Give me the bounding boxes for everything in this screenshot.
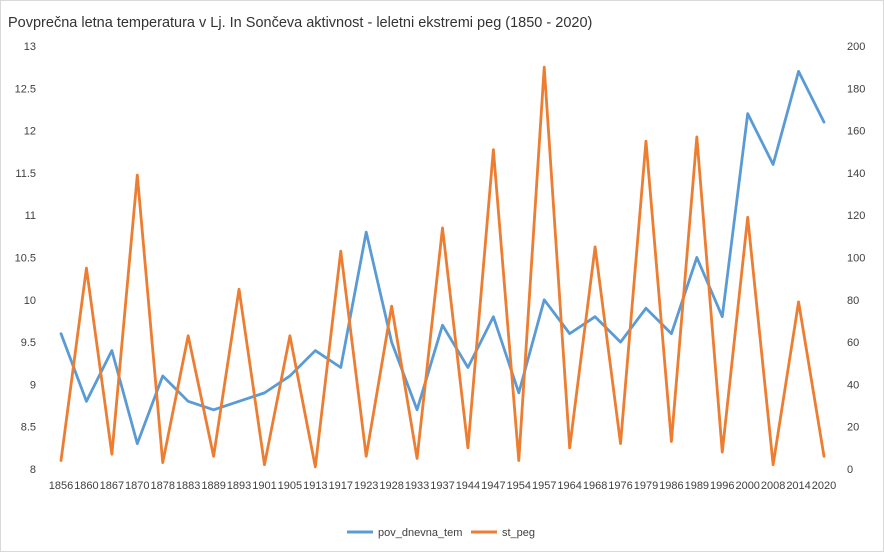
x-tick-label: 2020	[812, 480, 836, 492]
x-tick-label: 1889	[201, 480, 225, 492]
x-tick-label: 1893	[227, 480, 251, 492]
right-tick-label: 200	[847, 41, 865, 53]
x-tick-label: 1883	[176, 480, 200, 492]
left-tick-label: 12	[24, 126, 36, 138]
left-tick-label: 12.5	[15, 83, 36, 95]
x-tick-label: 1944	[456, 480, 480, 492]
right-tick-label: 120	[847, 210, 865, 222]
right-tick-label: 60	[847, 337, 859, 349]
left-tick-label: 8.5	[21, 422, 36, 434]
left-tick-label: 9	[30, 379, 36, 391]
x-tick-label: 1928	[379, 480, 403, 492]
x-tick-label: 1933	[405, 480, 429, 492]
x-tick-label: 1968	[583, 480, 607, 492]
x-tick-label: 1986	[659, 480, 683, 492]
right-tick-label: 160	[847, 126, 865, 138]
x-tick-label: 1878	[150, 480, 174, 492]
right-tick-label: 80	[847, 295, 859, 307]
left-tick-label: 11.5	[15, 168, 36, 180]
chart-title: Povprečna letna temperatura v Lj. In Son…	[8, 15, 592, 31]
x-axis: 1856 1860 1867 1870 1878 1883 1889 1893 1901 1905…	[49, 480, 836, 492]
x-tick-label: 1905	[278, 480, 302, 492]
x-tick-label: 2008	[761, 480, 785, 492]
x-tick-label: 1923	[354, 480, 378, 492]
x-tick-label: 1901	[252, 480, 276, 492]
left-tick-label: 10.5	[15, 253, 36, 265]
right-tick-label: 180	[847, 83, 865, 95]
x-tick-label: 1856	[49, 480, 73, 492]
series-line-pov-dnevna-tem	[59, 69, 826, 446]
x-tick-label: 1957	[532, 480, 556, 492]
x-tick-label: 2014	[786, 480, 810, 492]
x-tick-label: 1964	[557, 480, 581, 492]
x-tick-label: 1917	[329, 480, 353, 492]
left-tick-label: 10	[24, 295, 36, 307]
legend: pov_dnevna_tem st_peg	[347, 527, 535, 539]
right-tick-label: 20	[847, 422, 859, 434]
plot-area	[59, 65, 826, 469]
left-tick-label: 13	[24, 41, 36, 53]
left-tick-label: 9.5	[21, 337, 36, 349]
right-tick-label: 100	[847, 253, 865, 265]
legend-label-pov-dnevna-tem: pov_dnevna_tem	[378, 527, 462, 539]
x-tick-label: 1996	[710, 480, 734, 492]
x-tick-label: 1954	[507, 480, 531, 492]
x-tick-label: 1979	[634, 480, 658, 492]
x-tick-label: 1913	[303, 480, 327, 492]
x-tick-label: 1976	[608, 480, 632, 492]
x-tick-label: 1947	[481, 480, 505, 492]
right-axis: 0 20 40 60 80 100 120 140 160 180 200	[847, 41, 865, 476]
x-tick-label: 1937	[430, 480, 454, 492]
x-tick-label: 1989	[685, 480, 709, 492]
left-axis: 8 8.5 9 9.5 10 10.5 11 11.5 12 12.5 13	[15, 41, 36, 476]
x-tick-label: 1867	[100, 480, 124, 492]
left-tick-label: 11	[25, 210, 36, 222]
x-tick-label: 2000	[735, 480, 759, 492]
legend-label-st-peg: st_peg	[502, 527, 535, 539]
right-tick-label: 40	[847, 379, 859, 391]
left-tick-label: 8	[30, 464, 36, 476]
right-tick-label: 0	[847, 464, 853, 476]
series-line-st-peg	[59, 65, 826, 469]
right-tick-label: 140	[847, 168, 865, 180]
x-tick-label: 1860	[74, 480, 98, 492]
x-tick-label: 1870	[125, 480, 149, 492]
